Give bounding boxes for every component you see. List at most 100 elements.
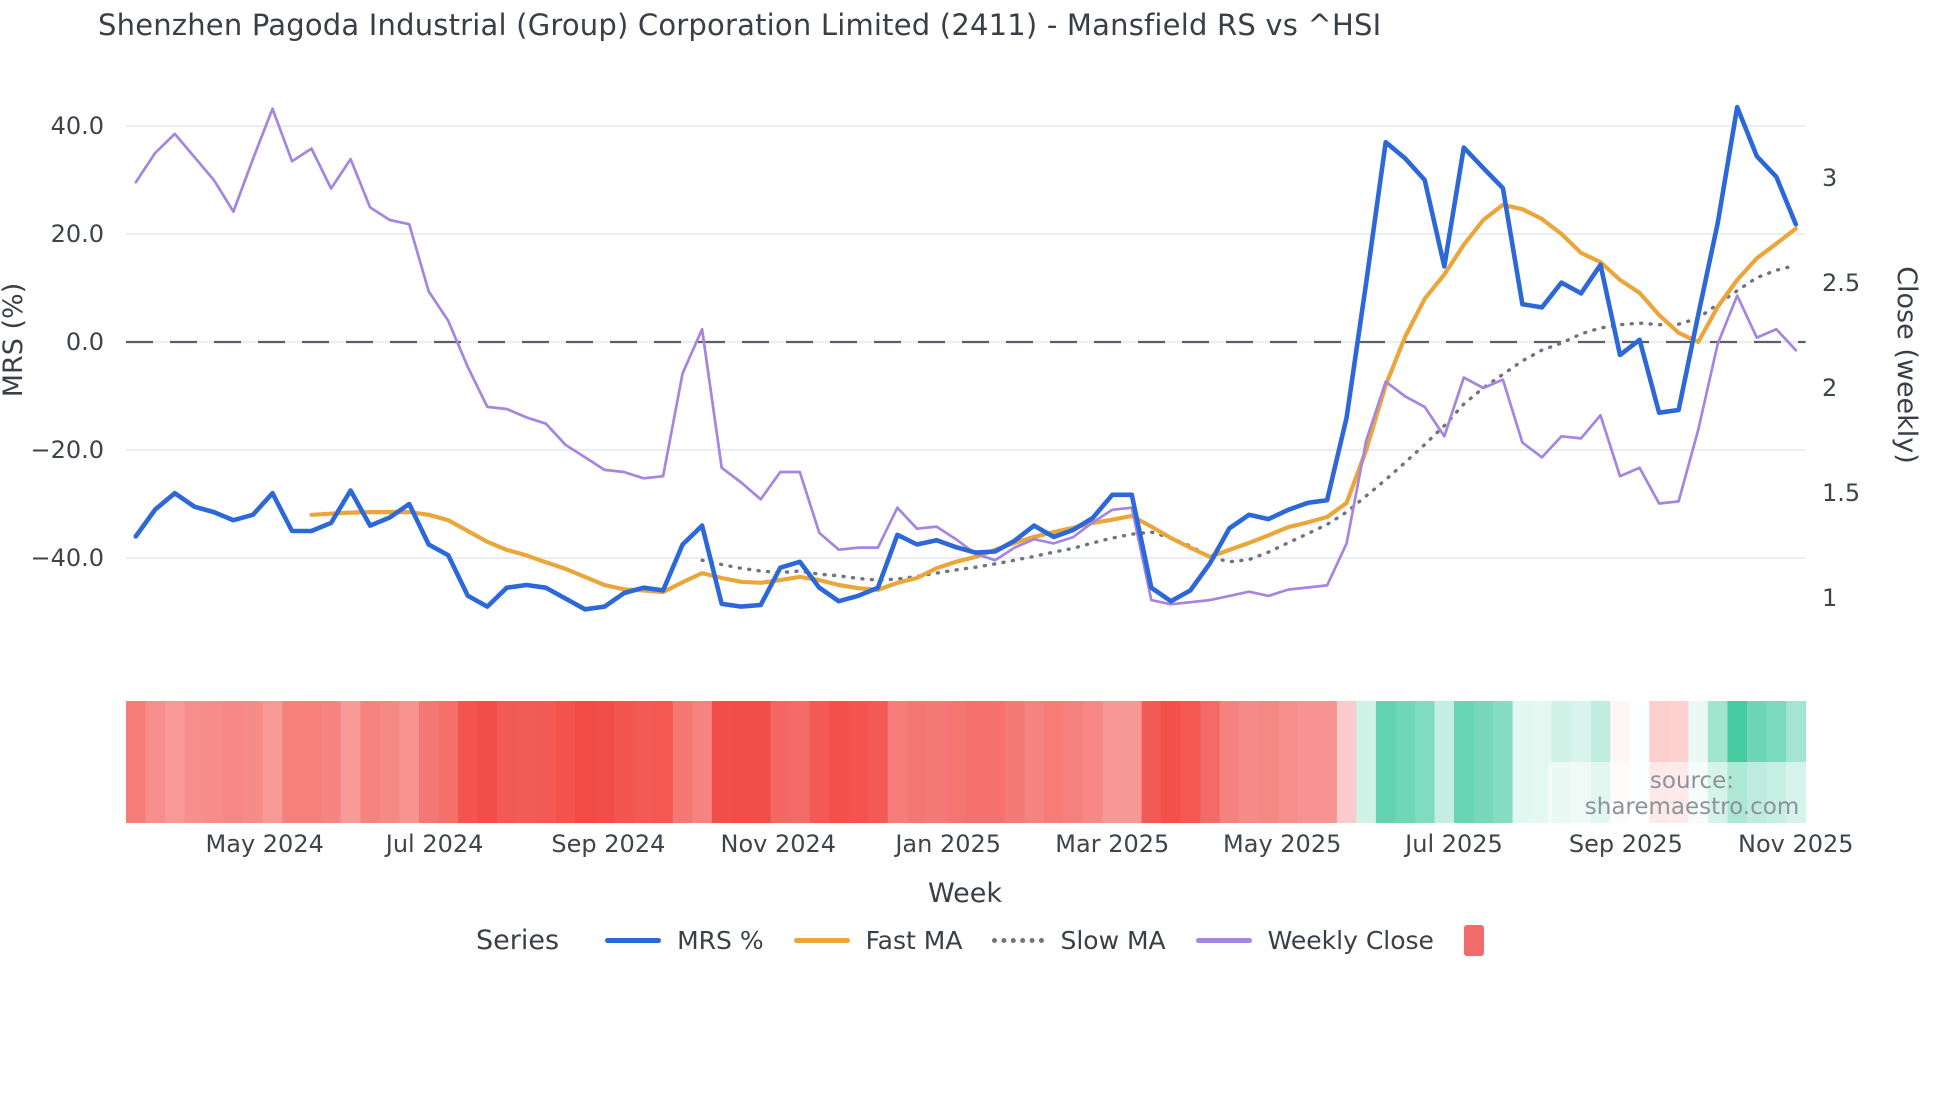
x-axis-tick: May 2024 (206, 830, 324, 858)
heatmap-week-band (946, 701, 967, 823)
heatmap-week-band (126, 701, 147, 823)
heatmap-week-band (379, 701, 401, 823)
heatmap-week-band (1004, 701, 1026, 823)
heatmap-week-band (1278, 701, 1299, 823)
x-axis-tick: Sep 2025 (1569, 830, 1683, 858)
heatmap-week-band (399, 701, 420, 823)
heatmap-week-band (672, 701, 693, 823)
heatmap-week-band (360, 701, 381, 823)
heatmap-week-band (1200, 701, 1221, 823)
legend: Series MRS % Fast MA Slow MA Weekly Close (0, 925, 1960, 956)
heatmap-week-band (243, 701, 264, 823)
heatmap-week-band (419, 701, 440, 823)
left-axis-tick: −20.0 (30, 436, 104, 464)
series-line-mrs- (133, 104, 1799, 612)
heatmap-week-band (1473, 701, 1494, 823)
right-axis-tick: 1.5 (1822, 479, 1860, 507)
x-axis-tick: Jul 2025 (1403, 830, 1503, 858)
line-swatch-icon (793, 938, 850, 943)
heatmap-week-band (1043, 701, 1065, 823)
heatmap-week-band (1454, 701, 1475, 823)
heatmap-week-band (575, 701, 596, 823)
legend-item-slow-ma: Slow MA (992, 926, 1166, 955)
line-swatch-icon (992, 938, 1045, 943)
heatmap-week-band (1356, 701, 1377, 823)
chart-title: Shenzhen Pagoda Industrial (Group) Corpo… (98, 8, 1382, 42)
left-axis-tick: 20.0 (51, 220, 104, 248)
line-swatch-icon (1195, 938, 1252, 943)
left-axis-tick: 40.0 (51, 112, 104, 140)
heatmap-week-band (790, 701, 811, 823)
series-line-weekly-close (134, 107, 1798, 606)
heatmap-week-band (868, 701, 889, 823)
heatmap-week-band (1083, 701, 1104, 823)
heatmap-week-band (458, 701, 479, 823)
heatmap-week-band (809, 701, 830, 823)
right-axis-tick: 3 (1822, 164, 1837, 192)
heatmap-week-band (887, 701, 908, 823)
x-axis-tick: Mar 2025 (1055, 830, 1169, 858)
right-axis-tick: 2.5 (1822, 269, 1860, 297)
heatmap-week-band (1063, 701, 1084, 823)
heatmap-week-band (223, 701, 244, 823)
heatmap-week-band (497, 701, 518, 823)
heatmap-week-band (438, 701, 459, 823)
heatmap-week-band (1239, 701, 1260, 823)
heatmap-week-band (555, 701, 576, 823)
heatmap-week-band (340, 701, 361, 823)
heatmap-week-band (633, 701, 654, 823)
heatmap-week-band (1336, 701, 1358, 823)
heatmap-week-band (711, 701, 733, 823)
right-axis-tick: 2 (1822, 374, 1837, 402)
heatmap-week-band (770, 701, 791, 823)
heatmap-week-band (985, 701, 1006, 823)
heatmap-week-band (926, 701, 947, 823)
x-axis-tick: Jul 2024 (384, 830, 484, 858)
legend-item-label: Weekly Close (1267, 926, 1434, 955)
heatmap-week-band (1102, 701, 1123, 823)
legend-item-label: Slow MA (1060, 926, 1166, 955)
heatmap-week-band (1317, 701, 1338, 823)
right-axis-tick: 1 (1822, 584, 1837, 612)
heatmap-week-band (1512, 701, 1533, 823)
heatmap-week-band (594, 701, 615, 823)
heatmap-week-band (516, 701, 537, 823)
heatmap-week-band (1141, 701, 1162, 823)
x-axis-tick: Sep 2024 (551, 830, 665, 858)
heatmap-week-band (965, 701, 986, 823)
heatmap-week-band (204, 701, 225, 823)
heatmap-week-band (1258, 701, 1279, 823)
heatmap-week-band (301, 701, 322, 823)
heatmap-week-band (1532, 701, 1553, 823)
legend-item-heatmap (1463, 925, 1484, 956)
heatmap-week-band (1375, 701, 1397, 823)
heatmap-week-band (848, 701, 869, 823)
legend-item-weekly-close: Weekly Close (1195, 926, 1434, 955)
legend-item-label: Fast MA (865, 926, 963, 955)
right-axis-title: Close (weekly) (1891, 266, 1922, 464)
heatmap-week-band (1122, 701, 1143, 823)
heatmap-week-band (1297, 701, 1318, 823)
heatmap-week-band (145, 701, 166, 823)
heatmap-week-band (1024, 701, 1045, 823)
heatmap-week-band (653, 701, 674, 823)
heatmap-week-band (282, 701, 303, 823)
legend-item-mrs-: MRS % (605, 926, 764, 955)
heatmap-week-band (1493, 701, 1514, 823)
x-axis-tick: Jan 2025 (893, 830, 1001, 858)
heatmap-week-band (1161, 701, 1182, 823)
x-axis-tick: Nov 2025 (1738, 830, 1854, 858)
heatmap-week-band (1395, 701, 1416, 823)
series-line-slow-ma (700, 263, 1798, 582)
x-axis-tick: May 2025 (1223, 830, 1341, 858)
left-axis-title: MRS (%) (0, 283, 29, 398)
x-axis-title: Week (928, 878, 1002, 909)
heatmap-week-band (692, 701, 713, 823)
heatmap-week-band (1180, 701, 1201, 823)
heatmap-week-band (1219, 701, 1240, 823)
heatmap-swatch-icon (1463, 925, 1484, 956)
left-axis-tick: 0.0 (66, 328, 104, 356)
heatmap-week-band (907, 701, 928, 823)
heatmap-week-band (731, 701, 752, 823)
heatmap-week-band (614, 701, 635, 823)
